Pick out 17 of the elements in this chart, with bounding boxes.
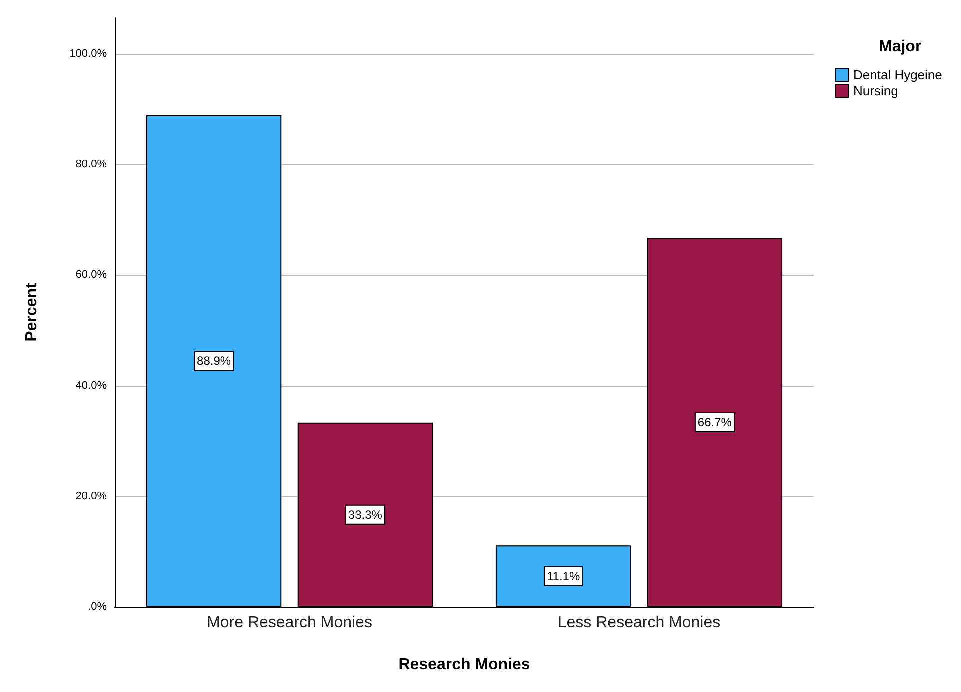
y-tick-label: .0% bbox=[88, 601, 108, 613]
y-axis-title: Percent bbox=[24, 282, 40, 342]
legend-label: Dental Hygeine bbox=[854, 68, 942, 82]
x-tick-label: More Research Monies bbox=[207, 614, 372, 632]
y-tick-label: 100.0% bbox=[70, 48, 108, 60]
legend-title: Major bbox=[879, 38, 922, 56]
data-label: 33.3% bbox=[348, 508, 383, 522]
y-tick-label: 20.0% bbox=[76, 490, 108, 502]
data-label: 11.1% bbox=[546, 569, 580, 584]
y-tick-label: 40.0% bbox=[76, 380, 108, 392]
y-tick-label: 60.0% bbox=[76, 269, 108, 282]
legend-label: Nursing bbox=[854, 84, 898, 98]
y-tick-label: 80.0% bbox=[76, 158, 108, 171]
x-axis-title: Research Monies bbox=[398, 656, 530, 674]
data-label: 88.9% bbox=[197, 354, 232, 368]
data-label: 66.7% bbox=[698, 416, 732, 430]
x-tick-label: Less Research Monies bbox=[558, 614, 721, 632]
